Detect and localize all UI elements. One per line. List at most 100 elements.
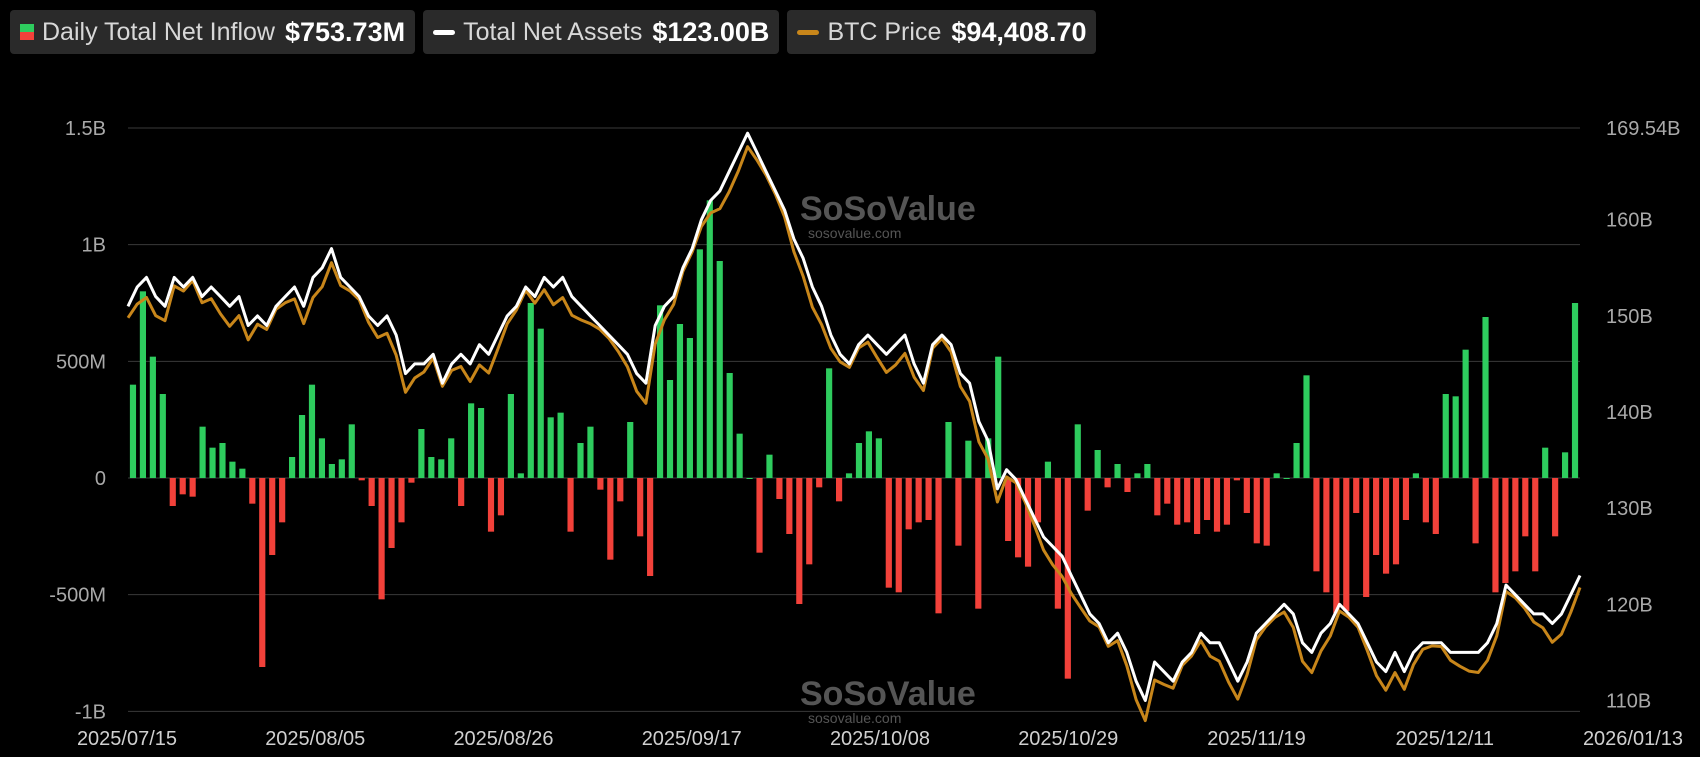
inflow-bar (637, 478, 644, 537)
inflow-bar (726, 373, 733, 478)
inflow-bar (716, 261, 723, 478)
inflow-bar (1512, 478, 1519, 572)
inflow-bar (477, 408, 485, 478)
left-tick-label: 1B (82, 235, 106, 257)
inflow-bar (428, 457, 435, 478)
inflow-bar (1194, 478, 1201, 534)
inflow-bar (1154, 478, 1161, 516)
inflow-bar (259, 478, 266, 667)
inflow-bar (1492, 478, 1499, 593)
inflow-bar (607, 478, 614, 560)
inflow-bar (517, 473, 524, 478)
inflow-bar (139, 291, 147, 478)
total-net-assets-line (126, 131, 1582, 702)
inflow-bar (1054, 478, 1061, 609)
inflow-bar (567, 478, 574, 532)
inflow-bar (1283, 478, 1290, 479)
inflow-bar (1034, 478, 1042, 523)
inflow-bar (597, 478, 604, 490)
inflow-bar (179, 478, 186, 495)
inflow-bar (905, 478, 912, 530)
inflow-bar (219, 443, 226, 478)
inflow-bar (1571, 303, 1579, 478)
inflow-bar (229, 461, 236, 478)
inflow-bar (1134, 473, 1141, 478)
inflow-bar (1174, 478, 1181, 525)
legend-btc-label: BTC Price (827, 17, 942, 46)
inflow-bar (686, 338, 693, 478)
inflow-bar (885, 478, 892, 588)
inflow-bar (1273, 473, 1280, 478)
inflow-bar (1024, 478, 1032, 567)
inflow-bar (577, 443, 584, 478)
inflow-bar (945, 422, 952, 478)
inflow-bar (189, 478, 196, 497)
right-tick-label: 140B (1606, 402, 1653, 424)
inflow-bar (328, 464, 335, 478)
x-axis-ticks: 2025/07/15 2025/08/05 2025/08/26 2025/09/17… (77, 728, 1683, 750)
left-tick-label: 500M (56, 351, 106, 373)
inflow-bar (1313, 478, 1320, 572)
inflow-bar (1144, 464, 1151, 478)
inflow-bar (209, 447, 216, 478)
inflow-bar (338, 459, 345, 478)
legend-assets[interactable]: Total Net Assets $123.00B (423, 10, 780, 54)
inflow-bar (159, 394, 166, 478)
inflow-bar (786, 478, 793, 534)
inflow-bar (1184, 478, 1191, 523)
right-tick-label: 110B (1606, 690, 1651, 712)
legend-inflow[interactable]: Daily Total Net Inflow $753.73M (10, 10, 416, 54)
inflow-bar (358, 478, 365, 481)
inflow-bar (666, 380, 674, 478)
inflow-bar (835, 478, 843, 502)
watermark: SoSoValue sosovalue.com SoSoValue sosova… (800, 190, 976, 726)
inflow-bar (1223, 478, 1231, 525)
right-tick-label: 120B (1606, 594, 1653, 616)
inflow-bar (975, 478, 982, 609)
inflow-bar (1293, 443, 1300, 478)
inflow-bar (348, 424, 355, 478)
inflow-bar (736, 433, 743, 478)
inflow-bar (279, 478, 286, 523)
inflow-bar (249, 478, 256, 504)
x-tick-label: 2025/12/11 (1395, 728, 1494, 750)
x-tick-label: 2025/09/17 (642, 728, 742, 750)
inflow-bar (408, 478, 415, 483)
inflow-bar (845, 473, 853, 478)
right-tick-label: 130B (1606, 498, 1653, 520)
inflow-bar (1213, 478, 1221, 532)
inflow-bar (1561, 452, 1569, 478)
inflow-bar (696, 249, 703, 478)
left-tick-label: 1.5B (65, 118, 106, 140)
legend-btc[interactable]: BTC Price $94,408.70 (787, 10, 1097, 54)
inflow-bar (507, 394, 514, 478)
inflow-bar (468, 403, 475, 478)
inflow-bar (448, 438, 455, 478)
left-tick-label: -500M (49, 585, 106, 607)
inflow-bar (776, 478, 783, 499)
inflow-bar (1363, 478, 1370, 597)
inflow-bar (1074, 424, 1081, 478)
watermark-site-bottom: sosovalue.com (808, 710, 901, 726)
left-tick-label: 0 (95, 468, 106, 490)
inflow-bar (497, 478, 505, 516)
inflow-bar (1522, 478, 1529, 537)
inflow-bar (458, 478, 465, 506)
inflow-bar (289, 457, 296, 478)
watermark-brand-bottom: SoSoValue (800, 675, 976, 713)
inflow-bar (388, 478, 395, 548)
x-tick-label: 2025/08/05 (265, 728, 365, 750)
x-tick-label: 2025/07/15 (77, 728, 177, 750)
inflow-bar (438, 459, 445, 478)
inflow-bar (537, 328, 544, 478)
legend-assets-label: Total Net Assets (463, 17, 643, 46)
inflow-bar (995, 356, 1002, 478)
inflow-bar (965, 440, 972, 478)
x-tick-label: 2025/10/29 (1018, 728, 1118, 750)
inflow-bar (1094, 450, 1101, 478)
inflow-bar (1303, 375, 1310, 478)
inflow-bar (1412, 473, 1419, 478)
inflow-bar (816, 478, 823, 488)
inflow-bar (875, 438, 882, 478)
